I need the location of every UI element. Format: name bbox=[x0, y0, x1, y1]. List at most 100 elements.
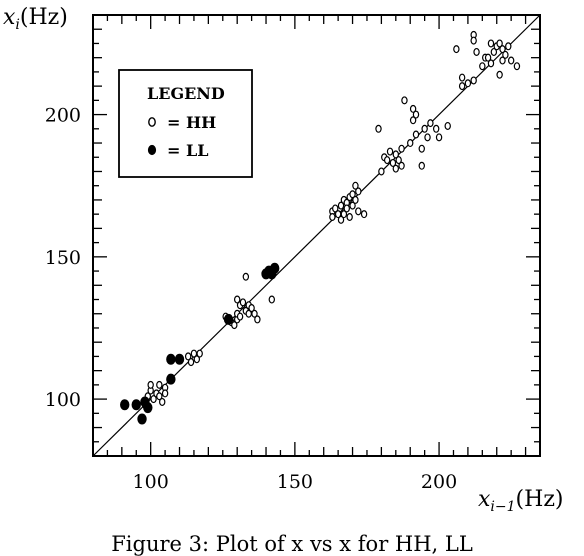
data-point-hh bbox=[421, 124, 428, 133]
data-point-hh bbox=[254, 315, 261, 324]
data-point-hh bbox=[248, 304, 255, 313]
x-tick-label: 200 bbox=[421, 471, 457, 493]
data-point-hh bbox=[329, 213, 336, 222]
data-point-hh bbox=[332, 204, 339, 213]
figure-caption: Figure 3: Plot of x vs x for HH, LL bbox=[111, 532, 473, 556]
data-point-hh bbox=[458, 82, 466, 91]
x-axis-var: x bbox=[478, 487, 491, 512]
data-point-hh bbox=[505, 42, 512, 51]
legend: LEGEND = HH = LL bbox=[118, 69, 253, 178]
data-point-hh bbox=[412, 110, 420, 119]
y-axis-var: x bbox=[3, 5, 16, 30]
data-point-hh bbox=[360, 210, 368, 219]
data-point-hh bbox=[161, 389, 169, 398]
series-ll bbox=[120, 262, 280, 425]
data-point-hh bbox=[407, 139, 414, 148]
data-point-hh bbox=[375, 124, 382, 133]
data-point-hh bbox=[499, 45, 506, 54]
data-point-hh bbox=[427, 119, 434, 128]
data-point-ll bbox=[269, 262, 280, 274]
data-point-ll bbox=[166, 373, 176, 385]
data-point-hh bbox=[346, 213, 353, 222]
data-point-hh bbox=[352, 195, 359, 204]
data-point-hh bbox=[392, 150, 400, 159]
legend-marker-ll bbox=[147, 144, 157, 156]
data-point-hh bbox=[484, 53, 492, 62]
data-point-hh bbox=[409, 116, 417, 125]
data-point-hh bbox=[389, 158, 397, 167]
data-point-hh bbox=[496, 70, 503, 79]
data-point-hh bbox=[444, 121, 451, 130]
data-point-hh bbox=[490, 47, 498, 56]
data-point-ll bbox=[131, 399, 141, 411]
data-point-hh bbox=[340, 210, 348, 219]
data-point-hh bbox=[242, 272, 250, 281]
x-axis-title: xi−1(Hz) bbox=[478, 487, 564, 515]
x-ticks: 100 150 200 bbox=[106, 15, 527, 493]
data-point-hh bbox=[424, 133, 431, 142]
data-point-hh bbox=[156, 392, 163, 401]
data-point-hh bbox=[392, 164, 400, 173]
data-point-hh bbox=[398, 161, 405, 170]
x-tick-label: 150 bbox=[277, 471, 313, 493]
data-point-hh bbox=[233, 295, 241, 304]
data-point-hh bbox=[418, 161, 425, 170]
data-point-hh bbox=[513, 62, 521, 71]
data-point-ll bbox=[120, 399, 130, 411]
data-point-hh bbox=[349, 201, 356, 210]
data-point-hh bbox=[502, 50, 509, 59]
data-point-hh bbox=[386, 147, 394, 156]
data-point-hh bbox=[268, 295, 275, 304]
legend-marker-hh bbox=[148, 117, 156, 127]
data-point-ll bbox=[223, 313, 234, 325]
data-point-hh bbox=[193, 355, 201, 364]
y-axis-unit: (Hz) bbox=[20, 5, 68, 30]
data-point-hh bbox=[473, 47, 480, 56]
legend-title: LEGEND bbox=[147, 84, 225, 103]
data-point-hh bbox=[464, 79, 472, 88]
y-tick-label: 100 bbox=[45, 389, 81, 411]
data-point-hh bbox=[383, 156, 391, 165]
data-point-ll bbox=[137, 413, 147, 425]
data-point-hh bbox=[355, 207, 362, 216]
data-point-hh bbox=[398, 144, 405, 153]
y-ticks: 100 150 200 bbox=[45, 28, 540, 443]
data-point-hh bbox=[432, 124, 440, 133]
data-point-hh bbox=[337, 201, 345, 210]
data-point-ll bbox=[143, 402, 153, 414]
data-point-hh bbox=[196, 349, 203, 358]
data-point-hh bbox=[496, 39, 503, 48]
y-axis-title: xi(Hz) bbox=[3, 5, 68, 33]
series-hh bbox=[141, 30, 521, 409]
data-point-hh bbox=[412, 130, 420, 139]
x-axis-unit: (Hz) bbox=[516, 487, 564, 512]
data-point-hh bbox=[395, 156, 402, 165]
data-point-hh bbox=[251, 309, 258, 318]
data-point-hh bbox=[355, 187, 362, 196]
data-point-hh bbox=[487, 59, 495, 68]
x-axis-sub: i−1 bbox=[490, 499, 515, 515]
legend-box bbox=[118, 69, 253, 178]
data-point-hh bbox=[401, 96, 408, 105]
data-point-hh bbox=[187, 358, 195, 367]
data-point-hh bbox=[156, 380, 163, 389]
data-point-hh bbox=[349, 190, 356, 199]
data-point-hh bbox=[487, 39, 495, 48]
data-point-hh bbox=[352, 181, 359, 190]
data-point-hh bbox=[239, 298, 247, 307]
data-point-hh bbox=[184, 352, 192, 361]
data-point-hh bbox=[147, 380, 154, 389]
data-point-ll bbox=[174, 353, 185, 365]
data-point-hh bbox=[378, 167, 385, 176]
y-tick-label: 200 bbox=[45, 105, 81, 127]
data-point-hh bbox=[418, 144, 425, 153]
y-axis-sub: i bbox=[15, 17, 19, 33]
data-point-hh bbox=[458, 73, 466, 82]
y-tick-label: 150 bbox=[45, 247, 81, 269]
data-point-hh bbox=[343, 204, 350, 213]
data-point-hh bbox=[453, 45, 460, 54]
data-point-hh bbox=[470, 76, 477, 85]
plot-frame bbox=[92, 14, 541, 457]
data-point-hh bbox=[337, 215, 345, 224]
